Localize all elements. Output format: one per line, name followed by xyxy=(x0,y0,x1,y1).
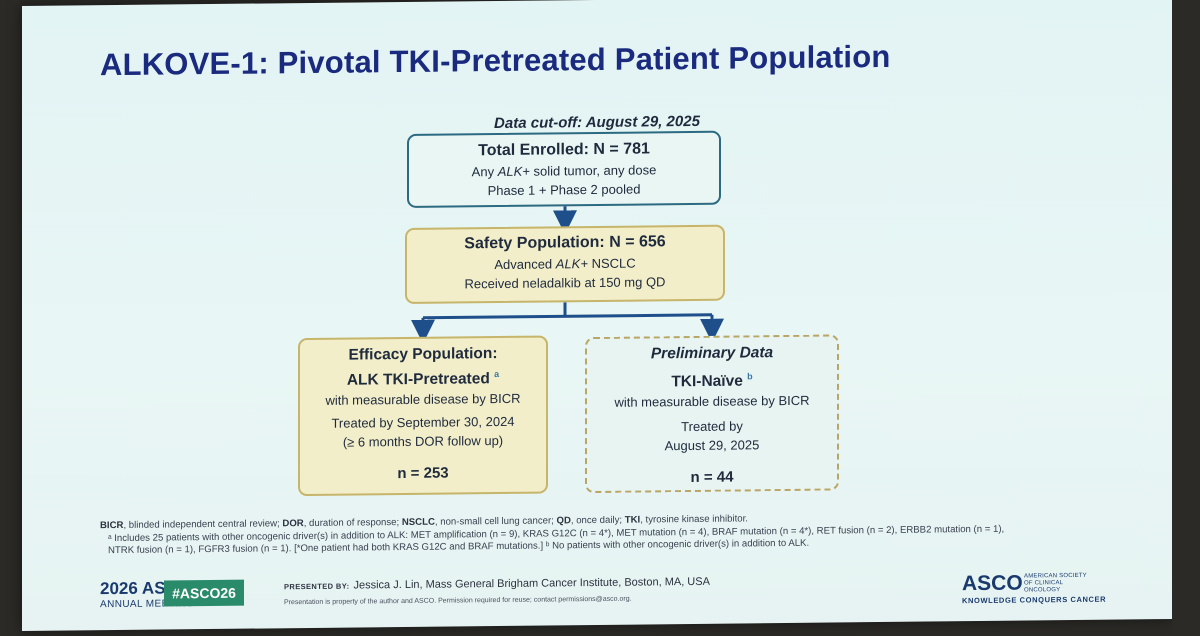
presenter-name: Jessica J. Lin, Mass General Brigham Can… xyxy=(353,575,710,592)
efficacy-followup-line: (≥ 6 months DOR follow up) xyxy=(342,433,504,450)
preliminary-measurable-line: with measurable disease by BICR xyxy=(614,392,810,410)
efficacy-subheading: ALK TKI-Pretreated a xyxy=(346,369,500,389)
footnote-marker-b: b xyxy=(747,371,753,382)
hashtag-badge: #ASCO26 xyxy=(164,579,244,607)
efficacy-count: n = 253 xyxy=(397,464,449,483)
property-notice: Presentation is property of the author a… xyxy=(284,595,632,607)
presented-by-label: PRESENTED BY: xyxy=(284,581,350,592)
efficacy-population-box: Efficacy Population: ALK TKI-Pretreated … xyxy=(298,335,548,497)
split-bar xyxy=(423,313,712,320)
asco-logo: ASCO AMERICAN SOCIETY OF CLINICAL ONCOLO… xyxy=(962,571,1107,606)
preliminary-date-line: August 29, 2025 xyxy=(664,437,760,454)
preliminary-heading: Preliminary Data xyxy=(650,344,774,363)
total-enrolled-phase-line: Phase 1 + Phase 2 pooled xyxy=(487,181,641,199)
slide-footer: 2026 ASCO ANNUAL MEETING #ASCO26 PRESENT… xyxy=(22,562,1172,624)
safety-population-dose-line: Received neladalkib at 150 mg QD xyxy=(464,274,666,292)
footnote-marker-a: a xyxy=(494,369,500,380)
efficacy-heading: Efficacy Population: xyxy=(348,345,498,364)
safety-population-heading: Safety Population: N = 656 xyxy=(464,233,666,253)
preliminary-count: n = 44 xyxy=(690,468,734,487)
slide: ALKOVE-1: Pivotal TKI-Pretreated Patient… xyxy=(22,0,1172,632)
safety-population-box: Safety Population: N = 656 Advanced ALK+… xyxy=(405,224,725,304)
presenter-line: PRESENTED BY: Jessica J. Lin, Mass Genera… xyxy=(284,576,710,592)
total-enrolled-box: Total Enrolled: N = 781 Any ALK+ solid t… xyxy=(407,130,721,208)
room-background-right xyxy=(1172,0,1200,636)
efficacy-treated-line: Treated by September 30, 2024 xyxy=(331,413,515,431)
preliminary-data-box: Preliminary Data TKI-Naïve b with measur… xyxy=(585,334,839,494)
total-enrolled-heading: Total Enrolled: N = 781 xyxy=(478,140,650,160)
efficacy-measurable-line: with measurable disease by BICR xyxy=(325,390,521,408)
flow-connectors xyxy=(411,206,724,344)
preliminary-subheading: TKI-Naïve b xyxy=(671,371,753,391)
preliminary-treated-line: Treated by xyxy=(681,418,743,435)
